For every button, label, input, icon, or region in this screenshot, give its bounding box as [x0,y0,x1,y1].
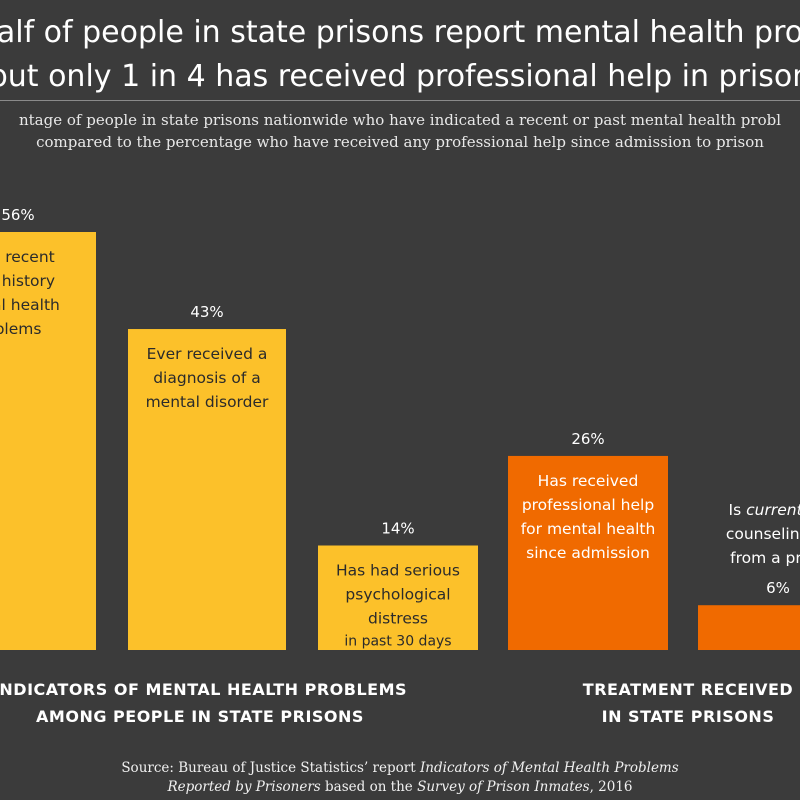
source-suffix: , 2016 [589,779,633,795]
bar-value-label: 43% [190,303,223,321]
bar-label-line: blems [0,320,41,338]
bar-label-note: in past 30 days [344,634,451,650]
bar-label-line: Has received [538,472,639,490]
source-note: Source: Bureau of Justice Statistics’ re… [0,760,800,776]
bar-label-line: or history [0,272,55,290]
bar-label-line: from a profe [730,549,800,567]
bar-value-label: 26% [571,430,604,448]
chart-subtitle: ntage of people in state prisons nationw… [18,111,781,129]
source-report-title-cont: Reported by Prisoners [167,779,321,795]
bar-label-line: ntal health [0,296,60,314]
bar-label-line: Ever received a [147,345,268,363]
source-survey-title: Survey of Prison Inmates [417,779,590,795]
bar-4 [508,455,668,650]
bar-value-label: 56% [1,206,34,224]
group-label-indicators: INDICATORS OF MENTAL HEALTH PROBLEMS [0,680,408,699]
bar-3 [318,545,478,650]
bar-label-line: diagnosis of a [153,369,261,387]
source-report-title: Indicators of Mental Health Problems [419,760,679,776]
source-prefix: Source: Bureau of Justice Statistics’ re… [121,760,420,776]
bar-1 [0,232,96,650]
group-label-treatment: TREATMENT RECEIVED [582,680,794,699]
chart-subtitle-line2: compared to the percentage who have rece… [36,133,764,151]
bar-label-line: counseling or [726,525,800,543]
bar-label-line: since admission [526,544,650,562]
group-label-treatment-line2: IN STATE PRISONS [601,707,775,726]
group-label-indicators-line2: AMONG PEOPLE IN STATE PRISONS [36,707,364,726]
bar-label-line: Is currently r [729,501,800,519]
title-divider [0,100,800,101]
bar-2 [128,329,286,650]
source-note-line2: Reported by Prisoners based on the Surve… [0,779,800,795]
bar-label-line: professional help [522,496,654,514]
chart-title: half of people in state prisons report m… [0,15,800,50]
bar-label-line: ny recent [0,248,55,266]
bar-label-line: psychological [345,586,450,604]
bar-value-label: 6% [766,579,790,597]
bar-label-line: distress [368,610,428,628]
source-mid: based on the [320,779,418,795]
bar-value-label: 14% [381,520,414,538]
bar-label-line: Has had serious [336,562,460,580]
bar-5 [698,605,800,650]
bar-label-line: mental disorder [146,393,269,411]
chart-title-line2: but only 1 in 4 has received professiona… [0,59,800,94]
bar-label-line: for mental health [521,520,656,538]
